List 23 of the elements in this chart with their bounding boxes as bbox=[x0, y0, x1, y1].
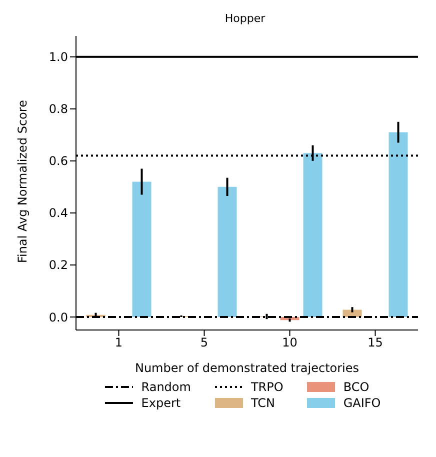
legend-label: TCN bbox=[250, 396, 275, 410]
bar bbox=[218, 186, 237, 317]
x-tick-label: 10 bbox=[282, 336, 298, 350]
y-tick-label: 1.0 bbox=[48, 50, 68, 64]
legend-label: Expert bbox=[141, 396, 181, 410]
x-axis-title: Number of demonstrated trajectories bbox=[134, 361, 360, 375]
chart-title: Hopper bbox=[224, 12, 266, 25]
legend-label: Random bbox=[141, 380, 191, 394]
legend-label: TRPO bbox=[250, 380, 284, 394]
legend-label: GAIFO bbox=[343, 396, 381, 410]
bar bbox=[303, 153, 322, 317]
bar bbox=[132, 182, 152, 317]
y-tick-label: 0.2 bbox=[48, 258, 68, 272]
y-tick-label: 0.8 bbox=[48, 102, 68, 116]
legend-label: BCO bbox=[343, 380, 370, 394]
bar bbox=[388, 132, 408, 317]
y-axis-title: Final Avg Normalized Score bbox=[15, 100, 30, 263]
x-tick-label: 15 bbox=[368, 336, 383, 350]
x-tick-label: 1 bbox=[114, 336, 123, 350]
x-tick-label: 5 bbox=[200, 336, 208, 350]
y-tick-label: 0.0 bbox=[48, 310, 68, 324]
y-tick-label: 0.6 bbox=[48, 154, 68, 168]
y-tick-label: 0.4 bbox=[48, 206, 68, 220]
